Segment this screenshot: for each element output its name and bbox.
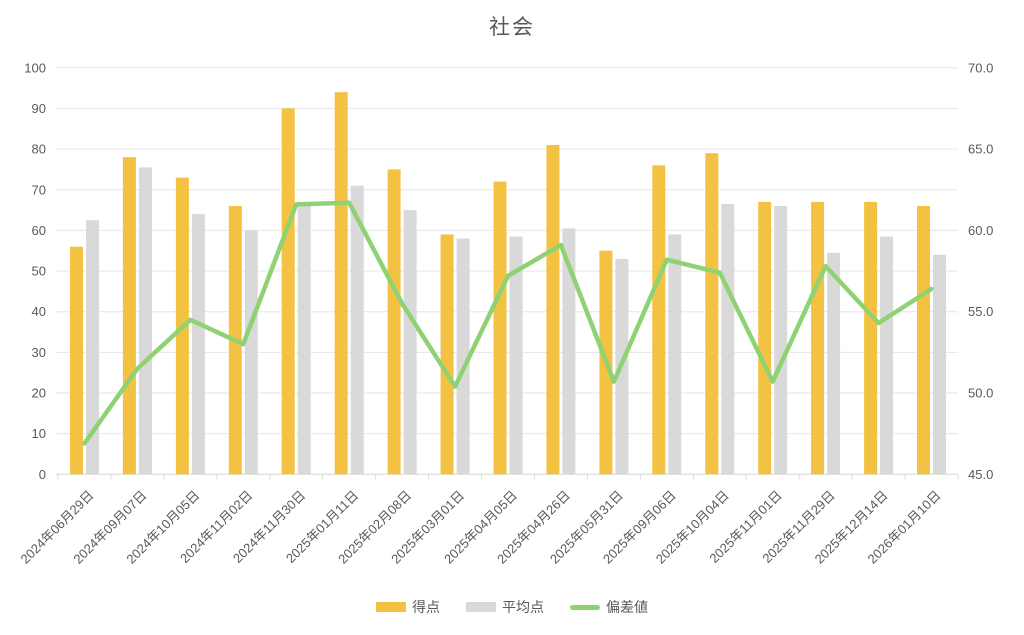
- bar-average: [509, 236, 523, 475]
- bar-score: [758, 201, 772, 475]
- left-axis-tick-label: 90: [32, 101, 46, 116]
- bar-score: [334, 92, 348, 475]
- bar-score: [387, 169, 401, 475]
- right-axis-tick-label: 50.0: [968, 386, 993, 401]
- chart-title: 社会: [489, 16, 535, 39]
- left-axis-tick-label: 10: [32, 426, 46, 441]
- right-axis-tick-label: 55.0: [968, 304, 993, 319]
- right-axis-tick-label: 60.0: [968, 223, 993, 238]
- right-axis-tick-label: 70.0: [968, 60, 993, 75]
- deviation-line-swatch-icon: [570, 604, 600, 610]
- left-axis-tick-label: 40: [32, 304, 46, 319]
- legend-item-deviation: 偏差値: [570, 597, 648, 617]
- legend-label-average: 平均点: [502, 599, 544, 615]
- bar-score: [281, 108, 295, 475]
- average-bar-swatch-icon: [466, 602, 496, 612]
- legend-item-average: 平均点: [466, 597, 544, 617]
- legend-item-score: 得点: [376, 597, 440, 617]
- bar-score: [546, 145, 560, 475]
- bar-average: [456, 238, 470, 475]
- bar-average: [403, 210, 417, 475]
- legend: 得点 平均点 偏差値: [0, 597, 1024, 617]
- left-axis-tick-label: 30: [32, 345, 46, 360]
- left-axis-tick-label: 0: [39, 467, 46, 482]
- bar-average: [668, 234, 682, 475]
- deviation-line: [82, 200, 934, 446]
- bar-score: [864, 201, 878, 475]
- legend-label-score: 得点: [412, 599, 440, 615]
- bar-score: [917, 206, 930, 475]
- left-axis-tick-label: 80: [32, 142, 46, 157]
- score-bar-swatch-icon: [376, 602, 406, 612]
- left-axis-tick-label: 60: [32, 223, 46, 238]
- bar-score: [705, 153, 719, 475]
- bar-average: [933, 254, 946, 475]
- bar-score: [440, 234, 454, 475]
- left-axis-tick-label: 20: [32, 386, 46, 401]
- bar-average: [86, 220, 99, 475]
- bar-average: [350, 185, 364, 475]
- bar-average: [138, 167, 152, 475]
- left-axis-tick-label: 50: [32, 264, 46, 279]
- bar-score: [652, 165, 666, 475]
- bar-average: [721, 204, 735, 475]
- right-axis-tick-label: 65.0: [968, 142, 993, 157]
- bar-score: [122, 157, 136, 475]
- bar-average: [774, 206, 788, 475]
- left-axis-tick-label: 100: [24, 60, 46, 75]
- right-axis-tick-label: 45.0: [968, 467, 993, 482]
- left-axis-tick-label: 70: [32, 182, 46, 197]
- bar-average: [191, 214, 205, 475]
- bar-average: [827, 252, 841, 475]
- bar-average: [244, 230, 258, 475]
- bar-average: [880, 236, 894, 475]
- bar-score: [493, 181, 507, 475]
- bar-average: [562, 228, 576, 475]
- bar-score: [70, 246, 83, 475]
- legend-label-deviation: 偏差値: [606, 599, 648, 615]
- bar-average: [297, 206, 311, 475]
- bar-score: [811, 201, 825, 475]
